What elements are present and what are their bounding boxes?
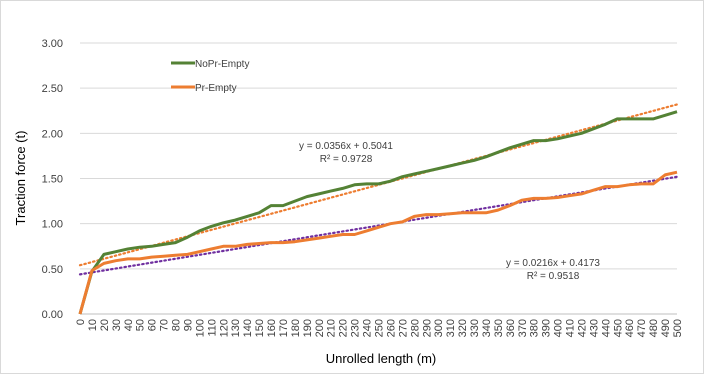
x-tick-label: 460: [624, 319, 636, 337]
series-line-nopr-empty: [78, 110, 678, 315]
x-tick-labels: 0 10 20 30 40 50 60 70 80 90 100 110 120 130 140 150 160…: [75, 319, 684, 337]
x-tick-label: 140: [242, 319, 254, 337]
x-tick-label: 250: [374, 319, 386, 337]
x-tick-label: 480: [648, 319, 660, 337]
trendline-r-squared: R² = 0.9728: [320, 154, 373, 165]
x-axis-title: Unrolled length (m): [326, 351, 437, 366]
series-line-pr-empty: [78, 170, 678, 315]
y-tick-label: 1.00: [42, 219, 63, 231]
data-series: [78, 110, 678, 315]
x-tick-label: 420: [576, 319, 588, 337]
x-tick-label: 10: [87, 319, 99, 331]
x-tick-label: 190: [302, 319, 314, 337]
x-tick-label: 60: [147, 319, 159, 331]
trendline-equation: y = 0.0356x + 0.5041: [299, 141, 393, 152]
x-tick-label: 310: [445, 319, 457, 337]
x-tick-label: 100: [194, 319, 206, 337]
y-tick-label: 0.00: [42, 309, 63, 321]
trendline-r-squared: R² = 0.9518: [527, 271, 580, 282]
x-tick-label: 90: [182, 319, 194, 331]
x-tick-label: 160: [266, 319, 278, 337]
trendline-equations: y = 0.0356x + 0.5041 R² = 0.9728 y = 0.021…: [299, 141, 600, 282]
x-tick-label: 270: [397, 319, 409, 337]
x-tick-label: 240: [362, 319, 374, 337]
x-tick-label: 150: [254, 319, 266, 337]
x-tick-label: 450: [612, 319, 624, 337]
trendline-equation: y = 0.0216x + 0.4173: [506, 258, 600, 269]
y-tick-label: 3.00: [42, 38, 63, 50]
x-tick-label: 0: [75, 319, 87, 325]
x-tick-label: 440: [600, 319, 612, 337]
y-tick-label: 2.00: [42, 128, 63, 140]
y-tick-label: 2.50: [42, 83, 63, 95]
x-tick-label: 470: [636, 319, 648, 337]
x-tick-label: 220: [338, 319, 350, 337]
x-tick-label: 40: [123, 319, 135, 331]
x-tick-label: 370: [517, 319, 529, 337]
y-axis-title: Traction force (t): [13, 131, 28, 226]
x-tick-label: 350: [493, 319, 505, 337]
y-tick-labels: 0.00 0.50 1.00 1.50 2.00 2.50 3.00: [42, 38, 63, 321]
x-tick-label: 120: [218, 319, 230, 337]
x-tick-label: 360: [505, 319, 517, 337]
x-tick-label: 430: [588, 319, 600, 337]
x-tick-label: 330: [469, 319, 481, 337]
x-tick-label: 280: [409, 319, 421, 337]
legend-label: Pr-Empty: [195, 83, 237, 94]
x-tick-label: 400: [553, 319, 565, 337]
x-tick-label: 300: [433, 319, 445, 337]
x-tick-label: 340: [481, 319, 493, 337]
x-tick-label: 20: [99, 319, 111, 331]
x-tick-label: 130: [230, 319, 242, 337]
x-tick-label: 380: [529, 319, 541, 337]
x-tick-label: 410: [565, 319, 577, 337]
legend: NoPr-Empty Pr-Empty: [171, 59, 249, 94]
x-tick-label: 260: [385, 319, 397, 337]
x-tick-label: 500: [672, 319, 684, 337]
x-tick-label: 80: [171, 319, 183, 331]
x-tick-label: 30: [111, 319, 123, 331]
x-tick-label: 170: [278, 319, 290, 337]
x-tick-label: 230: [350, 319, 362, 337]
x-tick-label: 320: [457, 319, 469, 337]
x-tick-label: 50: [135, 319, 147, 331]
x-tick-label: 70: [159, 319, 171, 331]
x-tick-label: 390: [541, 319, 553, 337]
x-tick-label: 490: [660, 319, 672, 337]
y-tick-label: 1.50: [42, 174, 63, 186]
x-tick-label: 200: [314, 319, 326, 337]
grid-lines: [80, 42, 677, 315]
x-tick-label: 290: [421, 319, 433, 337]
y-tick-label: 0.50: [42, 264, 63, 276]
x-tick-label: 180: [290, 319, 302, 337]
trendline-0: [78, 103, 679, 267]
legend-label: NoPr-Empty: [195, 59, 249, 70]
x-tick-label: 210: [326, 319, 338, 337]
x-tick-label: 110: [206, 319, 218, 337]
